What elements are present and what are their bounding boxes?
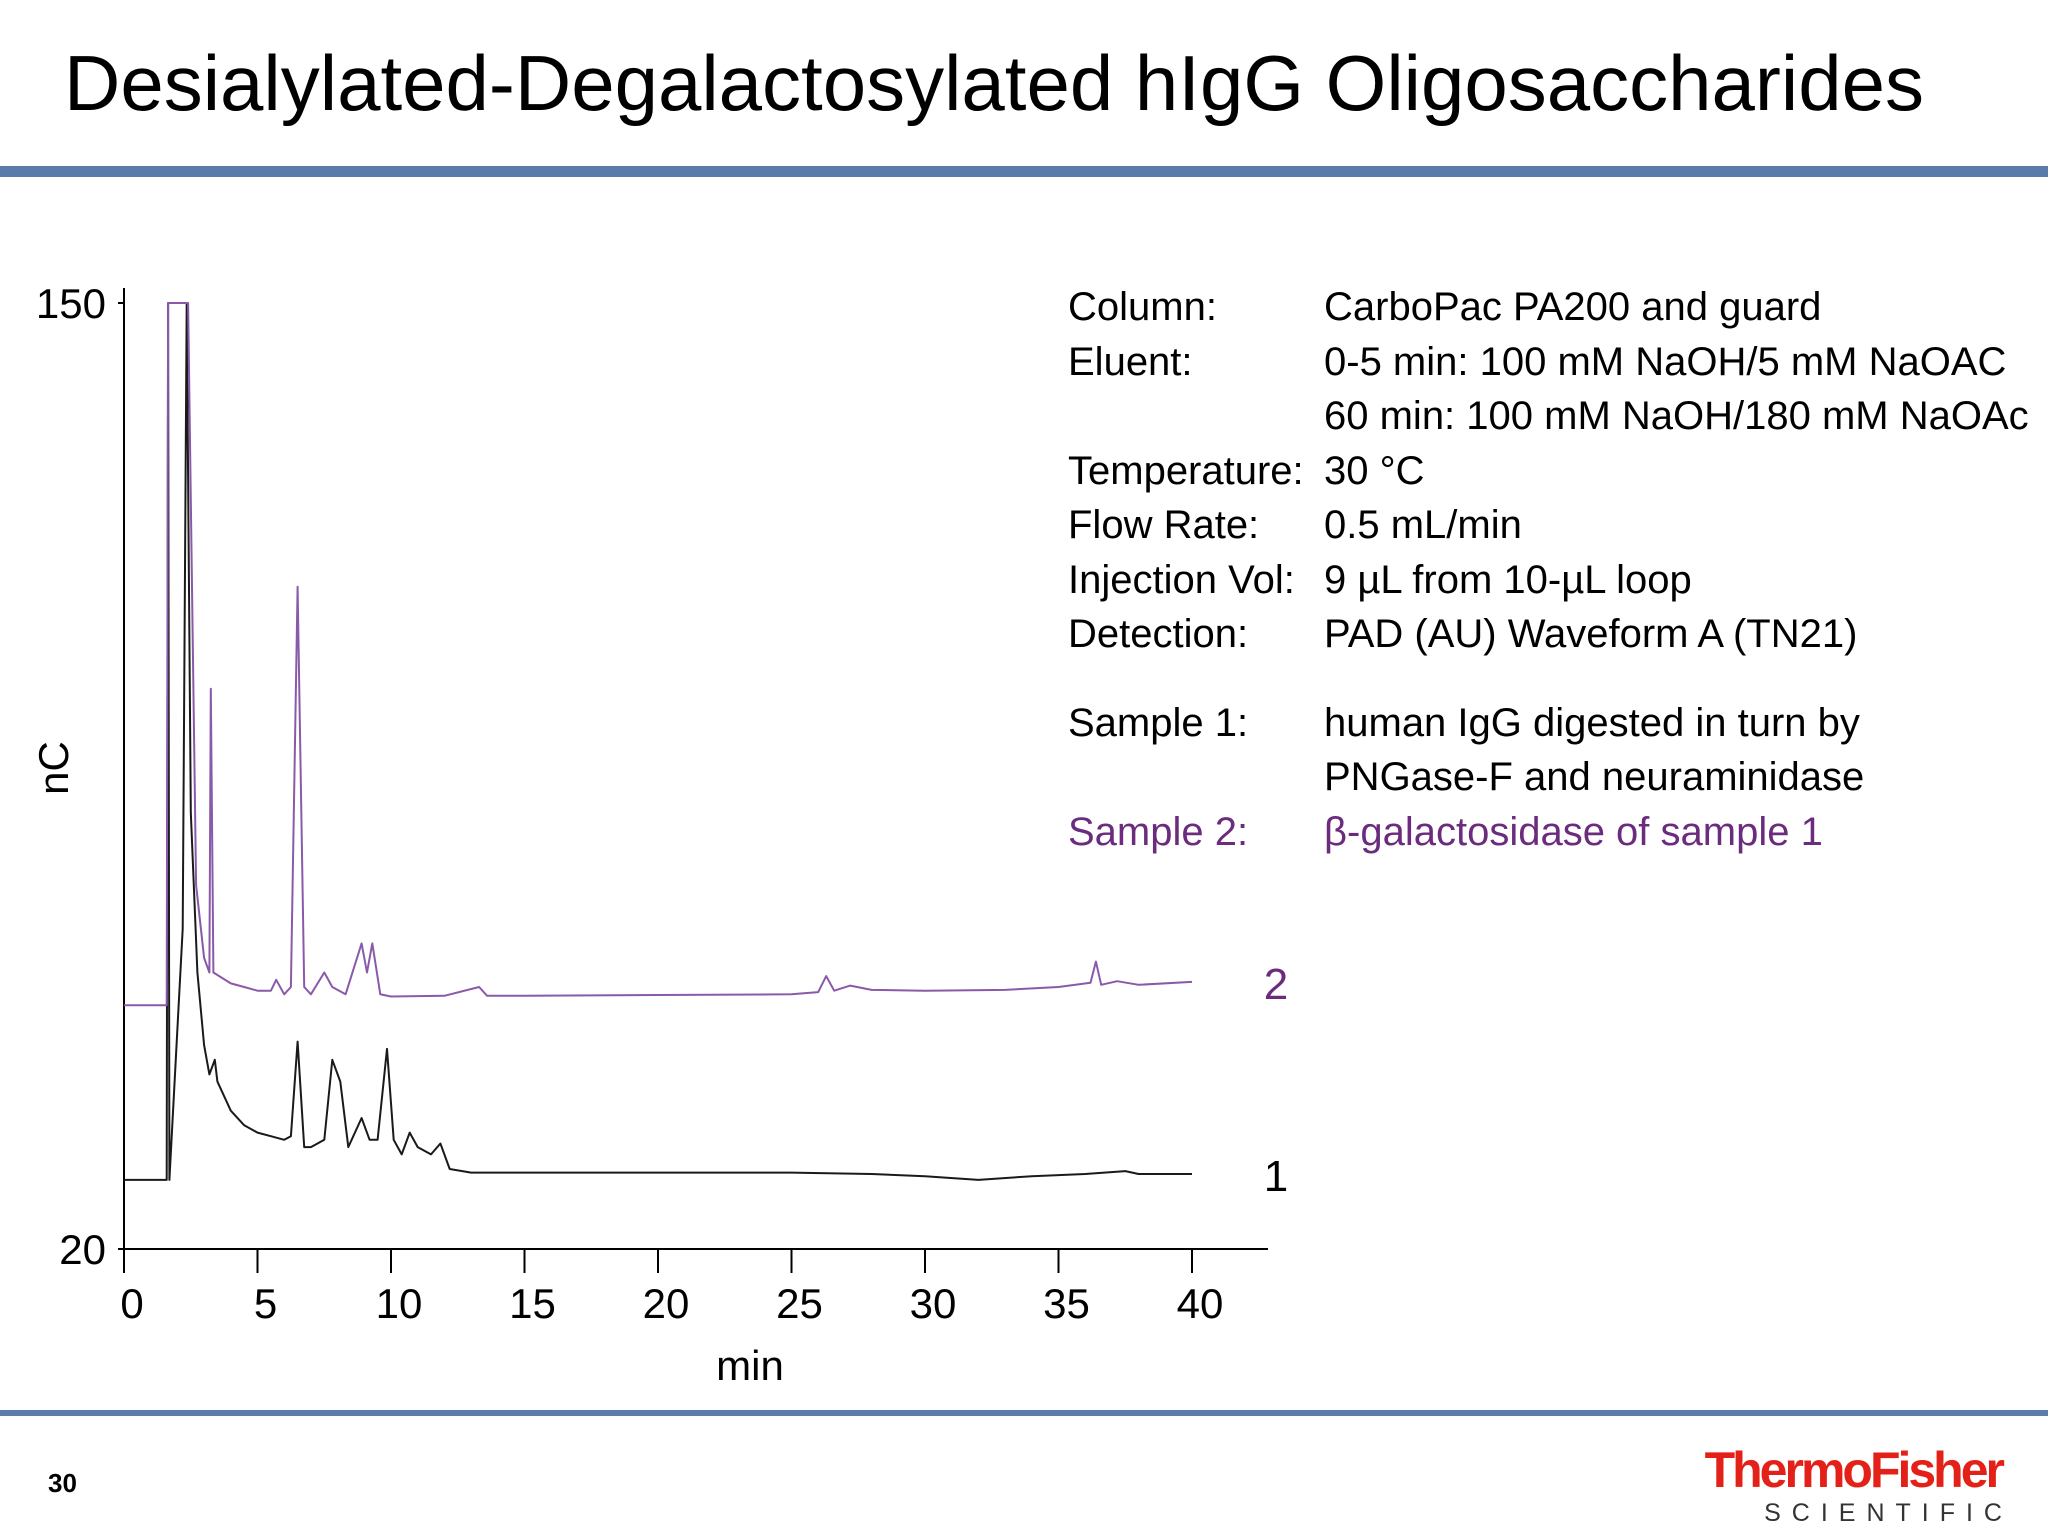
- sample-value: β-galactosidase of sample 1: [1324, 809, 1823, 854]
- condition-value: 60 min: 100 mM NaOH/180 mM NaOAc: [1324, 394, 2029, 438]
- x-tick-label: 15: [509, 1280, 556, 1327]
- sample-value: human IgG digested in turn by: [1324, 700, 1860, 745]
- slide-title: Desialylated-Degalactosylated hIgG Oligo…: [64, 39, 1924, 127]
- thermofisher-logo: ThermoFisher SCIENTIFIC: [1702, 1442, 2005, 1528]
- condition-label: Injection Vol:: [1068, 557, 1295, 602]
- run-conditions-panel: Column: CarboPac PA200 and guard Eluent: 0…: [1068, 280, 2029, 860]
- condition-value: 30 °C: [1324, 448, 1425, 493]
- condition-row: Detection: PAD (AU) Waveform A (TN21): [1068, 607, 2028, 662]
- trace-line-2: [124, 302, 1193, 1007]
- trace-label-1: 1: [1264, 1152, 1288, 1201]
- condition-row: Injection Vol: 9 µL from 10-µL loop: [1068, 553, 2028, 608]
- sample-row: Sample 1: human IgG digested in turn by: [1068, 696, 2028, 751]
- condition-row: Flow Rate: 0.5 mL/min: [1068, 498, 2028, 553]
- sample-label: [1068, 750, 1324, 805]
- condition-value: 0-5 min: 100 mM NaOH/5 mM NaOAC: [1324, 339, 2007, 384]
- header-rule: [0, 166, 2048, 177]
- traces-group: 12: [124, 302, 1288, 1201]
- x-tick-label: 0: [120, 1280, 143, 1327]
- condition-row: Column: CarboPac PA200 and guard: [1068, 280, 2028, 335]
- x-tick-label: 25: [776, 1280, 823, 1327]
- condition-label: Flow Rate:: [1068, 503, 1260, 547]
- condition-label: Eluent:: [1068, 339, 1193, 384]
- section-gap: [1068, 662, 2028, 696]
- x-axis-label: min: [716, 1342, 784, 1389]
- sample-row: Sample 2: β-galactosidase of sample 1: [1068, 805, 2028, 860]
- y-axis-label: nC: [30, 741, 77, 795]
- axis-ticks-group: 0 5 10 15 20 25 30 35 40 20 150: [36, 280, 1223, 1327]
- logo-subtitle: SCIENTIFIC: [1764, 1499, 2013, 1527]
- trace-label-2: 2: [1264, 960, 1288, 1009]
- condition-label: [1068, 389, 1324, 444]
- condition-row: Eluent: 0-5 min: 100 mM NaOH/5 mM NaOAC: [1068, 335, 2028, 390]
- condition-value: CarboPac PA200 and guard: [1324, 285, 1822, 329]
- y-tick-label: 20: [59, 1226, 106, 1273]
- condition-value: 9 µL from 10-µL loop: [1324, 557, 1692, 602]
- trace-line-1: [124, 302, 1192, 1181]
- sample-label: Sample 1:: [1068, 700, 1249, 745]
- sample-row: PNGase-F and neuraminidase: [1068, 750, 2028, 805]
- logo-wordmark: ThermoFisher: [1704, 1442, 2005, 1498]
- x-tick-label: 40: [1177, 1280, 1224, 1327]
- x-tick-label: 35: [1043, 1280, 1090, 1327]
- x-tick-label: 5: [254, 1280, 277, 1327]
- condition-label: Column:: [1068, 285, 1217, 329]
- sample-label: Sample 2:: [1068, 809, 1249, 854]
- footer-rule: [0, 1410, 2048, 1416]
- condition-label: Temperature:: [1068, 448, 1304, 493]
- y-tick-label: 150: [36, 280, 106, 327]
- condition-label: Detection:: [1068, 612, 1249, 656]
- x-tick-label: 10: [376, 1280, 423, 1327]
- condition-row: 60 min: 100 mM NaOH/180 mM NaOAc: [1068, 389, 2029, 444]
- x-tick-label: 20: [643, 1280, 690, 1327]
- x-tick-label: 30: [910, 1280, 957, 1327]
- page-number: 30: [48, 1468, 77, 1498]
- sample-value: PNGase-F and neuraminidase: [1324, 755, 1865, 799]
- condition-value: PAD (AU) Waveform A (TN21): [1324, 612, 1858, 656]
- condition-row: Temperature: 30 °C: [1068, 444, 2028, 499]
- condition-value: 0.5 mL/min: [1324, 503, 1522, 547]
